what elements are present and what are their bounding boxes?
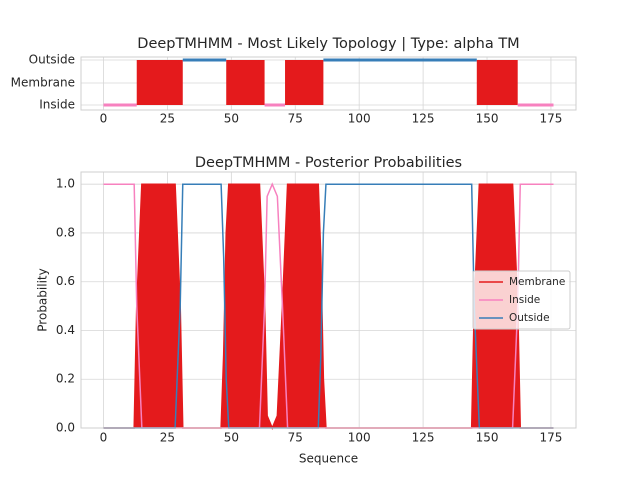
y-tick-label: 0.8 xyxy=(56,225,75,239)
y-tick-label: 0.6 xyxy=(56,274,75,288)
legend-label: Outside xyxy=(509,312,550,324)
y-tick-label: Inside xyxy=(39,98,75,112)
membrane-segment xyxy=(226,60,265,105)
chart-title: DeepTMHMM - Most Likely Topology | Type:… xyxy=(137,36,519,52)
x-tick-label: 150 xyxy=(476,112,499,126)
y-tick-label: 0.0 xyxy=(56,421,75,435)
x-tick-label: 100 xyxy=(348,112,371,126)
y-tick-label: 0.4 xyxy=(56,323,75,337)
x-tick-label: 50 xyxy=(224,431,239,445)
x-tick-label: 50 xyxy=(224,112,239,126)
x-tick-label: 100 xyxy=(348,431,371,445)
x-axis-label: Sequence xyxy=(299,452,358,466)
x-tick-label: 0 xyxy=(100,431,108,445)
x-tick-label: 125 xyxy=(412,431,435,445)
x-tick-label: 0 xyxy=(100,112,108,126)
membrane-segment xyxy=(136,60,183,105)
x-tick-label: 25 xyxy=(160,112,175,126)
legend-label: Membrane xyxy=(509,276,565,288)
x-tick-label: 75 xyxy=(288,112,303,126)
chart-title: DeepTMHMM - Posterior Probabilities xyxy=(195,155,462,171)
y-axis-label: Probability xyxy=(36,268,50,331)
y-tick-label: Outside xyxy=(29,53,75,67)
legend-label: Inside xyxy=(509,294,540,306)
y-tick-label: 0.2 xyxy=(56,372,75,386)
y-tick-label: Membrane xyxy=(11,76,75,90)
membrane-segment xyxy=(476,60,518,105)
x-tick-label: 175 xyxy=(539,112,562,126)
membrane-area xyxy=(103,184,554,428)
x-tick-label: 150 xyxy=(476,431,499,445)
x-tick-label: 175 xyxy=(539,431,562,445)
x-tick-label: 25 xyxy=(160,431,175,445)
membrane-segment xyxy=(285,60,324,105)
frame xyxy=(80,171,577,429)
legend: Membrane Inside Outside xyxy=(472,270,571,330)
legend-box xyxy=(472,270,571,330)
frame xyxy=(80,56,577,111)
x-tick-label: 125 xyxy=(412,112,435,126)
y-tick-label: 1.0 xyxy=(56,177,75,191)
x-tick-label: 75 xyxy=(288,431,303,445)
